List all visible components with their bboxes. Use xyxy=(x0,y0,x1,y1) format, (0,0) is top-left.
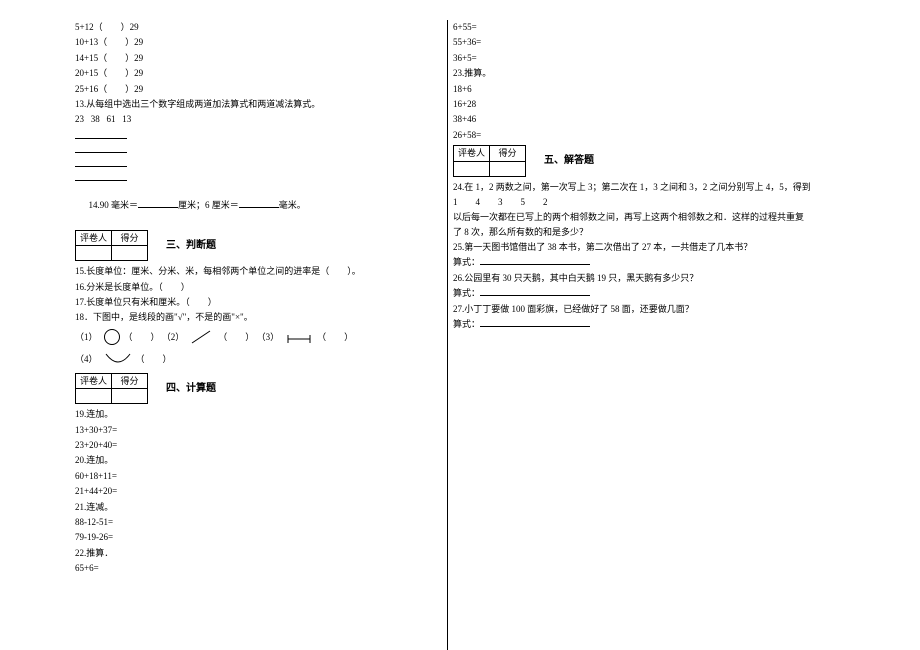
q23-item: 26+58= xyxy=(453,128,811,142)
curve-icon xyxy=(104,352,132,366)
answer-blank xyxy=(239,199,279,208)
q25-text: 25.第一天图书馆借出了 38 本书，第二次借出了 27 本，一共借走了几本书？ xyxy=(453,240,811,254)
q27-answer: 算式： xyxy=(453,317,811,331)
left-column: 5+12（ ）29 10+13（ ）29 14+15（ ）29 20+15（ ）… xyxy=(75,20,447,650)
q23-item: 16+28 xyxy=(453,97,811,111)
score-table: 评卷人得分 xyxy=(75,230,148,261)
line-segment-icon xyxy=(285,331,313,343)
q18-label: （1） xyxy=(75,330,98,344)
answer-label: 算式： xyxy=(453,288,480,298)
answer-blank xyxy=(480,318,590,327)
q20-item: 60+18+11= xyxy=(75,469,439,483)
q19-text: 19.连加。 xyxy=(75,407,439,421)
q18-item-1: （1） （ ） xyxy=(75,328,160,346)
answer-blank xyxy=(75,128,127,139)
q14-line: 14.90 毫米＝ 厘米；6 厘米＝ 毫米。 xyxy=(75,184,439,227)
answer-blank xyxy=(75,156,127,167)
q23-item: 18+6 xyxy=(453,82,811,96)
paren-blank: （ ） xyxy=(124,330,160,344)
q18-item-3: （3） （ ） xyxy=(257,328,354,346)
answer-blank xyxy=(75,170,127,181)
score-cell xyxy=(76,389,112,404)
score-cell xyxy=(112,389,148,404)
q19-item: 23+20+40= xyxy=(75,438,439,452)
q18-label: （2） xyxy=(162,330,185,344)
q22-text: 22.推算． xyxy=(75,546,439,560)
q15-text: 15.长度单位：厘米、分米、米，每相邻两个单位之间的进率是（ ）。 xyxy=(75,264,439,278)
score-table: 评卷人得分 xyxy=(75,373,148,404)
q22-item: 36+5= xyxy=(453,51,811,65)
q21-item: 79-19-26= xyxy=(75,530,439,544)
q13-text: 13.从每组中选出三个数字组成两道加法算式和两道减法算式。 xyxy=(75,97,439,111)
score-header: 得分 xyxy=(112,230,148,245)
circle-icon xyxy=(104,329,120,345)
score-cell xyxy=(76,246,112,261)
q18-text: 18．下图中，是线段的画"√"，不是的画"×"。 xyxy=(75,310,439,324)
score-cell xyxy=(454,161,490,176)
answer-blank xyxy=(480,256,590,265)
q19-item: 13+30+37= xyxy=(75,423,439,437)
section-3-title: 三、判断题 xyxy=(166,238,216,254)
q17-text: 17.长度单位只有米和厘米。（ ） xyxy=(75,295,439,309)
q21-text: 21.连减。 xyxy=(75,500,439,514)
score-cell xyxy=(112,246,148,261)
section-4-header: 评卷人得分 四、计算题 xyxy=(75,373,439,404)
q12-line: 20+15（ ）29 xyxy=(75,66,439,80)
q22-item: 55+36= xyxy=(453,35,811,49)
answer-label: 算式： xyxy=(453,319,480,329)
q18-label: （3） xyxy=(257,330,280,344)
score-header: 得分 xyxy=(112,373,148,388)
section-4-title: 四、计算题 xyxy=(166,381,216,397)
score-header: 得分 xyxy=(490,146,526,161)
q22-item: 65+6= xyxy=(75,561,439,575)
q12-line: 25+16（ ）29 xyxy=(75,82,439,96)
q24-text-b: 以后每一次都在已写上的两个相邻数之间，再写上这两个相邻数之和．这样的过程共重复了… xyxy=(453,210,811,239)
section-5-header: 评卷人得分 五、解答题 xyxy=(453,145,811,176)
q18-label: （4） xyxy=(75,352,98,366)
q14-part-a: 14.90 毫米＝ xyxy=(89,200,139,210)
score-table: 评卷人得分 xyxy=(453,145,526,176)
q20-item: 21+44+20= xyxy=(75,484,439,498)
q12-line: 5+12（ ）29 xyxy=(75,20,439,34)
q26-answer: 算式： xyxy=(453,286,811,300)
q12-line: 10+13（ ）29 xyxy=(75,35,439,49)
paren-blank: （ ） xyxy=(136,352,172,366)
diagonal-line-icon xyxy=(190,329,214,345)
q24-sequence: 1 4 3 5 2 xyxy=(453,195,811,209)
right-column: 6+55= 55+36= 36+5= 23.推算。 18+6 16+28 38+… xyxy=(447,20,819,650)
q16-text: 16.分米是长度单位。（ ） xyxy=(75,280,439,294)
q27-text: 27.小丁丁要做 100 面彩旗，已经做好了 58 面，还要做几面？ xyxy=(453,302,811,316)
q21-item: 88-12-51= xyxy=(75,515,439,529)
section-3-header: 评卷人得分 三、判断题 xyxy=(75,230,439,261)
q26-text: 26.公园里有 30 只天鹅，其中白天鹅 19 只，黑天鹅有多少只？ xyxy=(453,271,811,285)
q12-line: 14+15（ ）29 xyxy=(75,51,439,65)
q25-answer: 算式： xyxy=(453,255,811,269)
score-header: 评卷人 xyxy=(454,146,490,161)
score-header: 评卷人 xyxy=(76,230,112,245)
answer-blank xyxy=(75,142,127,153)
answer-label: 算式： xyxy=(453,257,480,267)
section-5-title: 五、解答题 xyxy=(544,153,594,169)
paren-blank: （ ） xyxy=(317,330,353,344)
paren-blank: （ ） xyxy=(218,330,254,344)
q14-part-b: 厘米；6 厘米＝ xyxy=(178,200,239,210)
score-cell xyxy=(490,161,526,176)
q23-item: 38+46 xyxy=(453,112,811,126)
score-header: 评卷人 xyxy=(76,373,112,388)
answer-blank xyxy=(480,287,590,296)
q14-part-c: 毫米。 xyxy=(279,200,306,210)
q22-item: 6+55= xyxy=(453,20,811,34)
answer-blank xyxy=(138,199,178,208)
q23-text: 23.推算。 xyxy=(453,66,811,80)
q13-numbers: 23 38 61 13 xyxy=(75,112,439,126)
q18-item-2: （2） （ ） xyxy=(162,328,255,346)
q20-text: 20.连加。 xyxy=(75,453,439,467)
q24-text-a: 24.在 1，2 两数之间，第一次写上 3；第二次在 1，3 之间和 3，2 之… xyxy=(453,180,811,194)
q18-item-4: （4） （ ） xyxy=(75,350,172,368)
